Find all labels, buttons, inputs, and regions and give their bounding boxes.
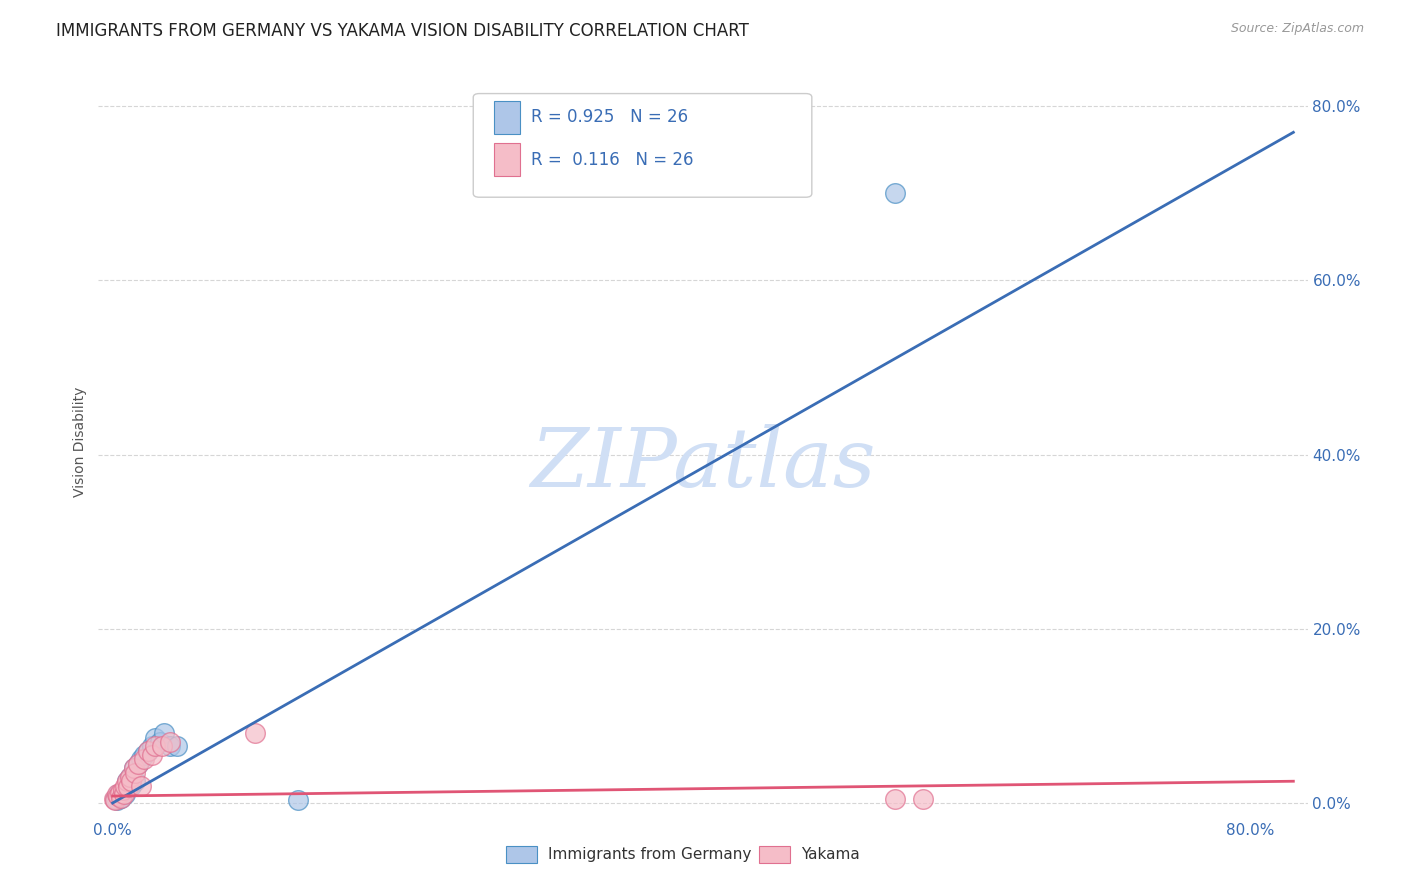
- Point: [112, 787, 135, 801]
- Point: [110, 790, 132, 805]
- Text: Source: ZipAtlas.com: Source: ZipAtlas.com: [1230, 22, 1364, 36]
- Point: [129, 779, 152, 793]
- Point: [104, 793, 127, 807]
- Text: IMMIGRANTS FROM GERMANY VS YAKAMA VISION DISABILITY CORRELATION CHART: IMMIGRANTS FROM GERMANY VS YAKAMA VISION…: [56, 22, 749, 40]
- Point: [129, 752, 152, 766]
- Point: [117, 780, 139, 795]
- Point: [132, 752, 155, 766]
- Point: [107, 789, 129, 803]
- Point: [127, 756, 149, 771]
- Point: [120, 779, 142, 793]
- Text: Immigrants from Germany: Immigrants from Germany: [548, 847, 752, 862]
- Point: [105, 793, 128, 807]
- Bar: [494, 101, 520, 134]
- Point: [153, 726, 176, 740]
- Point: [104, 791, 127, 805]
- Text: Yakama: Yakama: [801, 847, 860, 862]
- Point: [152, 739, 174, 754]
- Point: [103, 791, 125, 805]
- Point: [243, 726, 266, 740]
- Point: [117, 780, 139, 795]
- Point: [143, 731, 166, 745]
- Point: [149, 735, 172, 749]
- Point: [124, 774, 146, 789]
- Point: [108, 786, 131, 800]
- Point: [136, 744, 159, 758]
- Point: [141, 748, 163, 763]
- Point: [143, 739, 166, 754]
- Bar: [494, 143, 520, 177]
- Point: [107, 787, 129, 801]
- Point: [166, 739, 188, 754]
- Point: [111, 786, 134, 800]
- Y-axis label: Vision Disability: Vision Disability: [73, 386, 87, 497]
- Point: [111, 783, 134, 797]
- Point: [122, 761, 145, 775]
- Point: [884, 186, 907, 201]
- Point: [287, 793, 309, 807]
- Point: [120, 774, 142, 789]
- Point: [105, 787, 128, 801]
- Point: [110, 790, 132, 805]
- Point: [136, 744, 159, 758]
- Point: [114, 779, 136, 793]
- Point: [127, 756, 149, 771]
- Text: ZIPatlas: ZIPatlas: [530, 424, 876, 504]
- Text: R = 0.925   N = 26: R = 0.925 N = 26: [531, 108, 689, 126]
- Point: [159, 739, 181, 754]
- FancyBboxPatch shape: [474, 94, 811, 197]
- Point: [124, 765, 146, 780]
- Point: [912, 791, 935, 805]
- Point: [118, 770, 141, 784]
- Point: [132, 748, 155, 763]
- Point: [118, 770, 141, 784]
- Point: [112, 783, 135, 797]
- Text: R =  0.116   N = 26: R = 0.116 N = 26: [531, 151, 693, 169]
- Point: [159, 735, 181, 749]
- Point: [141, 739, 163, 754]
- Point: [122, 761, 145, 775]
- Point: [115, 774, 138, 789]
- Point: [108, 789, 131, 803]
- Point: [884, 791, 907, 805]
- Point: [114, 787, 136, 801]
- Point: [115, 774, 138, 789]
